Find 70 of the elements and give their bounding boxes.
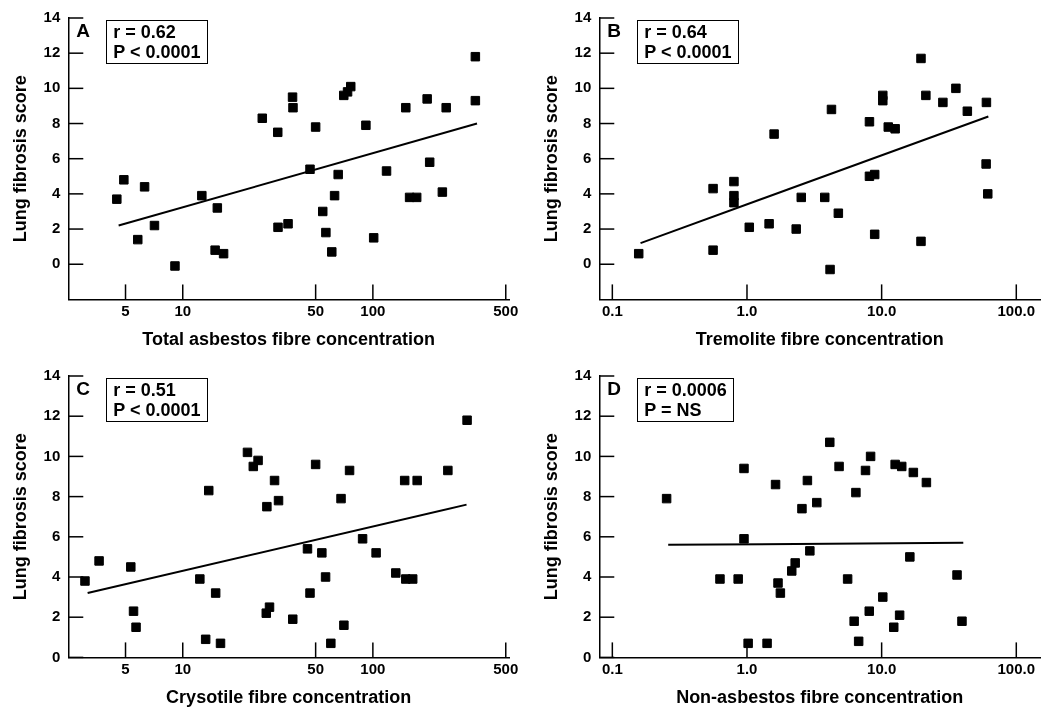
x-tick-label: 0.1 xyxy=(601,301,623,319)
y-axis-title: Lung fibrosis score xyxy=(540,75,561,243)
y-tick-label: 6 xyxy=(51,526,61,544)
y-tick-label: 4 xyxy=(582,567,592,585)
x-axis-title: Non-asbestos fibre concentration xyxy=(676,687,964,708)
x-axis-title: Total asbestos fibre concentration xyxy=(142,329,436,350)
y-tick-label: 0 xyxy=(582,254,592,272)
x-tick-label: 100 xyxy=(360,659,386,677)
x-tick-label: 1.0 xyxy=(736,301,758,319)
x-tick-label: 5 xyxy=(121,301,130,319)
annotation: D xyxy=(607,378,622,400)
y-tick-label: 0 xyxy=(51,254,61,272)
x-tick-label: 10 xyxy=(174,301,192,319)
y-tick-label: 12 xyxy=(574,43,592,61)
x-tick-label: 500 xyxy=(493,659,519,677)
x-tick-label: 100 xyxy=(360,301,386,319)
y-tick-label: 0 xyxy=(51,647,61,665)
y-tick-label: 10 xyxy=(43,446,61,464)
y-tick-label: 8 xyxy=(51,113,61,131)
y-axis-title: Lung fibrosis score xyxy=(540,433,561,601)
y-tick-label: 8 xyxy=(582,486,592,504)
y-axis-title: Lung fibrosis score xyxy=(9,433,30,601)
y-tick-label: 14 xyxy=(574,8,592,26)
y-tick-label: 2 xyxy=(51,219,61,237)
y-tick-label: 6 xyxy=(582,148,592,166)
y-tick-label: 4 xyxy=(582,184,592,202)
x-tick-label: 10.0 xyxy=(867,301,897,319)
annotation: P = NS xyxy=(644,400,703,420)
y-tick-label: 2 xyxy=(582,219,592,237)
y-tick-label: 14 xyxy=(43,8,61,26)
x-tick-label: 500 xyxy=(493,301,519,319)
annotation: B xyxy=(607,20,622,42)
y-tick-label: 6 xyxy=(51,148,61,166)
x-tick-label: 10 xyxy=(174,659,192,677)
annotation: r = 0.0006 xyxy=(644,380,727,400)
y-tick-label: 8 xyxy=(582,113,592,131)
x-tick-label: 50 xyxy=(307,659,324,677)
x-tick-label: 5 xyxy=(121,659,130,677)
y-tick-label: 12 xyxy=(43,43,61,61)
y-axis-title: Lung fibrosis score xyxy=(9,75,30,243)
x-tick-label: 0.1 xyxy=(601,659,623,677)
annotation: P < 0.0001 xyxy=(113,42,201,62)
y-tick-label: 10 xyxy=(574,78,592,96)
y-tick-label: 2 xyxy=(51,607,61,625)
x-axis-title: Tremolite fibre concentration xyxy=(695,329,944,350)
y-tick-label: 10 xyxy=(43,78,61,96)
y-tick-label: 4 xyxy=(51,567,61,585)
y-tick-label: 2 xyxy=(582,607,592,625)
x-tick-label: 1.0 xyxy=(736,659,758,677)
y-tick-label: 12 xyxy=(574,406,592,424)
y-tick-label: 14 xyxy=(43,366,61,384)
annotation: P < 0.0001 xyxy=(644,42,732,62)
x-tick-label: 10.0 xyxy=(867,659,897,677)
annotation: r = 0.51 xyxy=(113,380,177,400)
annotation: P < 0.0001 xyxy=(113,400,201,420)
x-tick-label: 100.0 xyxy=(997,659,1036,677)
y-tick-label: 8 xyxy=(51,486,61,504)
y-tick-label: 10 xyxy=(574,446,592,464)
x-axis-title: Crysotile fibre concentration xyxy=(166,687,412,708)
y-tick-label: 4 xyxy=(51,184,61,202)
y-tick-label: 0 xyxy=(582,647,592,665)
y-tick-label: 14 xyxy=(574,366,592,384)
annotation: C xyxy=(76,378,91,400)
annotation: r = 0.64 xyxy=(644,22,708,42)
y-tick-label: 12 xyxy=(43,406,61,424)
x-tick-label: 50 xyxy=(307,301,324,319)
annotation: r = 0.62 xyxy=(113,22,177,42)
y-tick-label: 6 xyxy=(582,526,592,544)
x-tick-label: 100.0 xyxy=(997,301,1036,319)
annotation: A xyxy=(76,20,91,42)
